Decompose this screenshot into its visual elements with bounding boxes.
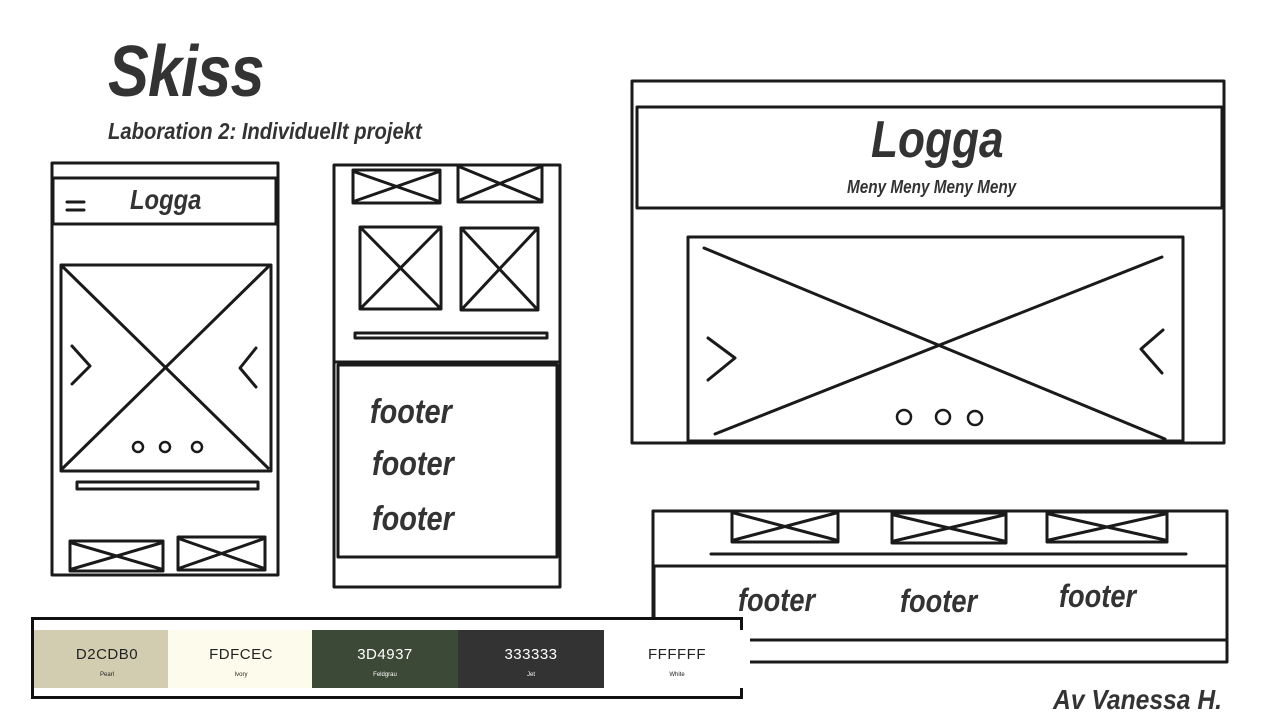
mobile-footer-wireframe [332, 163, 562, 589]
desktop-wireframe [630, 79, 1226, 445]
mobile-wireframe [50, 161, 280, 577]
mobile-logo-label: Logga [130, 184, 202, 215]
slider-dots-icon [895, 408, 984, 427]
thumb-image [1045, 510, 1169, 544]
swatch-name: Feldgrau [373, 672, 397, 678]
swatch-hex: 3D4937 [357, 646, 413, 663]
chevron-right-icon [706, 336, 737, 382]
mobile-frame-2 [332, 163, 562, 589]
swatch-hex: FFFFFF [648, 646, 706, 663]
mobile-thumb-image [176, 535, 267, 572]
desktop-frame [630, 79, 1226, 445]
slider-dots-icon [131, 440, 204, 454]
desktop-slider-image [686, 235, 1185, 443]
desktop-footer-label: footer [900, 583, 978, 619]
mobile-footer-label: footer [372, 500, 454, 538]
mobile-frame [50, 161, 280, 577]
mobile-thumb-image [68, 539, 165, 573]
color-swatch: D2CDB0 Pearl [34, 630, 180, 688]
desktop-menu-label: Meny Meny Meny Meny [847, 177, 1017, 197]
mobile-slider-image [59, 263, 273, 473]
author-credit: Av Vanessa H. [1053, 684, 1222, 715]
page-title: Skiss [108, 32, 265, 112]
desktop-logo-label: Logga [871, 111, 1004, 169]
mobile-footer-label: footer [372, 445, 454, 483]
color-swatch: 3D4937 Feldgrau [312, 630, 458, 688]
color-swatch: 333333 Jet [458, 630, 604, 688]
thumb-image [456, 163, 544, 204]
swatch-hex: D2CDB0 [75, 646, 139, 663]
color-palette: D2CDB0 Pearl FDFCEC Ivory 3D4937 Feldgra… [31, 617, 750, 699]
divider-bar [353, 331, 549, 340]
chevron-left-icon [238, 346, 258, 389]
mobile-footer-label: footer [370, 393, 452, 431]
color-swatch: FDFCEC Ivory [168, 630, 314, 688]
color-swatch: FFFFFF White [604, 630, 750, 688]
hamburger-icon [65, 200, 86, 212]
swatch-hex: FDFCEC [209, 646, 273, 663]
desktop-footer-label: footer [1059, 578, 1137, 614]
desktop-footer-wireframe [651, 509, 1229, 664]
thumb-image [730, 509, 840, 544]
swatch-name: Pearl [99, 672, 114, 678]
desktop-header [635, 105, 1224, 210]
thumb-image [890, 511, 1008, 545]
swatch-name: Jet [526, 672, 535, 678]
swatch-hex: 333333 [504, 646, 558, 663]
chevron-right-icon [70, 344, 92, 386]
thumb-image [351, 168, 442, 205]
desktop-footer-label: footer [738, 582, 816, 618]
swatch-name: White [669, 672, 685, 678]
page-subtitle: Laboration 2: Individuellt projekt [108, 118, 422, 144]
mobile-header [51, 176, 278, 226]
thumb-image [459, 226, 540, 312]
swatch-name: Ivory [234, 672, 248, 678]
chevron-left-icon [1139, 328, 1165, 375]
thumb-image [358, 225, 443, 311]
mobile-divider-bar [75, 480, 260, 491]
mobile-footer-block [336, 363, 559, 559]
